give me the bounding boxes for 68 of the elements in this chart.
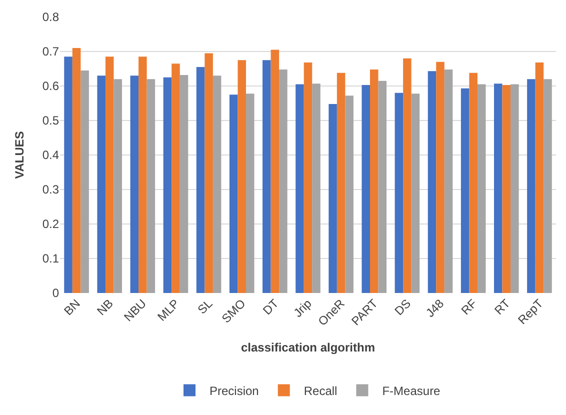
x-axis-title: classification algorithm — [240, 340, 376, 354]
bar — [172, 64, 180, 293]
bar — [460, 88, 470, 293]
x-tick-label: Jrip — [290, 296, 315, 320]
x-tick-label: DT — [260, 296, 282, 318]
x-tick-label: BN — [61, 296, 83, 318]
y-tick-label: 0.7 — [42, 44, 60, 59]
x-tick-label: RT — [492, 296, 514, 318]
bar — [527, 79, 536, 293]
x-tick-label: SL — [194, 296, 216, 317]
y-tick-label: 0.5 — [42, 114, 60, 128]
bar — [238, 60, 246, 293]
bar — [279, 69, 288, 293]
bar — [328, 104, 337, 293]
bar — [345, 96, 354, 293]
bar — [146, 79, 156, 293]
y-axis-title: VALUES — [12, 131, 27, 179]
bar — [270, 50, 280, 293]
y-tick-label: 0.8 — [42, 10, 60, 24]
bar — [262, 60, 271, 293]
y-tick-label: 0.6 — [42, 79, 60, 94]
bar — [312, 84, 320, 293]
legend-label: F-Measure — [382, 384, 441, 398]
x-tick-label: DS — [392, 296, 414, 318]
bar — [130, 76, 139, 293]
bar — [394, 92, 404, 293]
y-tick-label: 0.3 — [42, 182, 60, 197]
bar — [362, 84, 370, 293]
bar — [105, 56, 114, 293]
bar — [80, 70, 89, 293]
y-tick-label: 0.2 — [42, 217, 60, 232]
bar — [378, 80, 387, 293]
bar — [212, 76, 222, 293]
bar — [469, 72, 478, 293]
bar — [296, 84, 304, 293]
bar — [64, 56, 72, 293]
bar — [246, 94, 254, 293]
bar — [72, 48, 81, 293]
x-tick-label: NB — [94, 296, 116, 318]
bar — [494, 84, 502, 293]
bar — [510, 84, 519, 293]
bar — [180, 74, 188, 293]
bar — [436, 62, 444, 293]
bar — [428, 71, 436, 293]
bar — [196, 67, 205, 293]
bar — [502, 84, 511, 293]
bar — [114, 79, 122, 293]
bar — [411, 94, 420, 293]
bar — [304, 62, 312, 293]
bar — [403, 58, 412, 293]
x-tick-label: RF — [458, 296, 480, 318]
bar — [544, 79, 552, 293]
x-tick-label: J48 — [423, 296, 447, 320]
y-tick-label: 0.4 — [42, 148, 60, 162]
bar — [444, 69, 453, 293]
bar — [535, 62, 544, 293]
bar — [204, 53, 213, 293]
bar — [336, 72, 346, 293]
legend-label: Recall — [304, 384, 338, 398]
bar — [477, 84, 486, 293]
legend-label: Precision — [210, 384, 259, 398]
bar — [138, 56, 147, 293]
bar — [97, 76, 106, 293]
bar — [163, 77, 172, 293]
y-tick-label: 0 — [52, 286, 60, 300]
y-tick-label: 0.1 — [42, 252, 60, 266]
bar — [370, 69, 378, 293]
bar — [229, 94, 238, 293]
